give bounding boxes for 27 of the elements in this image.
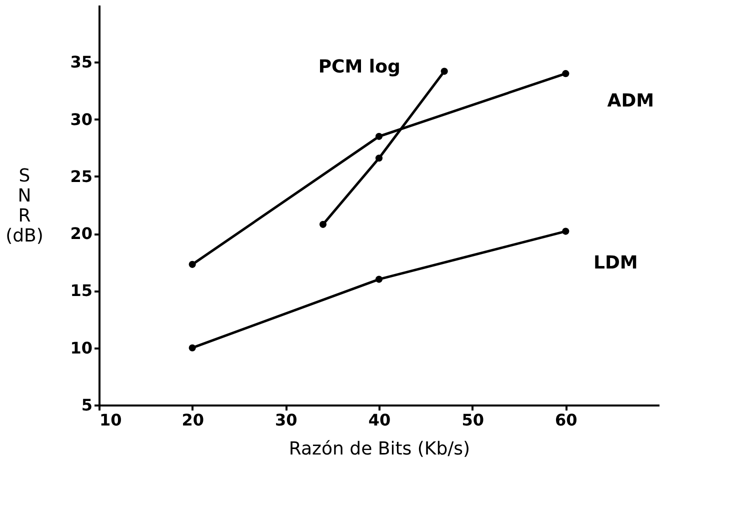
series-label: LDM (594, 252, 638, 274)
x-tick-label: 20 (182, 410, 204, 430)
point (562, 70, 570, 78)
y-tick-label: 20 (70, 224, 92, 244)
point (562, 228, 570, 235)
x-tick-label: 60 (555, 410, 578, 430)
point (375, 154, 383, 162)
point (440, 68, 448, 75)
x-tick-label: 40 (368, 410, 391, 430)
point (375, 132, 383, 140)
y-axis-title: S N R (dB) (6, 166, 44, 246)
point (188, 344, 196, 352)
y-tick-label: 10 (70, 338, 92, 358)
y-tick-label: 30 (70, 110, 92, 129)
x-tick-label: 30 (275, 410, 298, 430)
y-tick-label: 25 (70, 166, 92, 186)
point (188, 260, 196, 268)
y-tick-label: 15 (70, 281, 92, 300)
y-tick-label: 5 (81, 396, 92, 414)
x-tick-label: 50 (462, 410, 484, 430)
y-tick-label: 35 (70, 52, 92, 72)
series-label: PCM log (318, 56, 400, 78)
point (375, 276, 383, 283)
x-tick-label: 10 (100, 410, 122, 430)
point (319, 220, 327, 228)
x-axis-title: Razón de Bits (Kb/s) (288, 438, 470, 460)
text: ADM (607, 90, 654, 112)
